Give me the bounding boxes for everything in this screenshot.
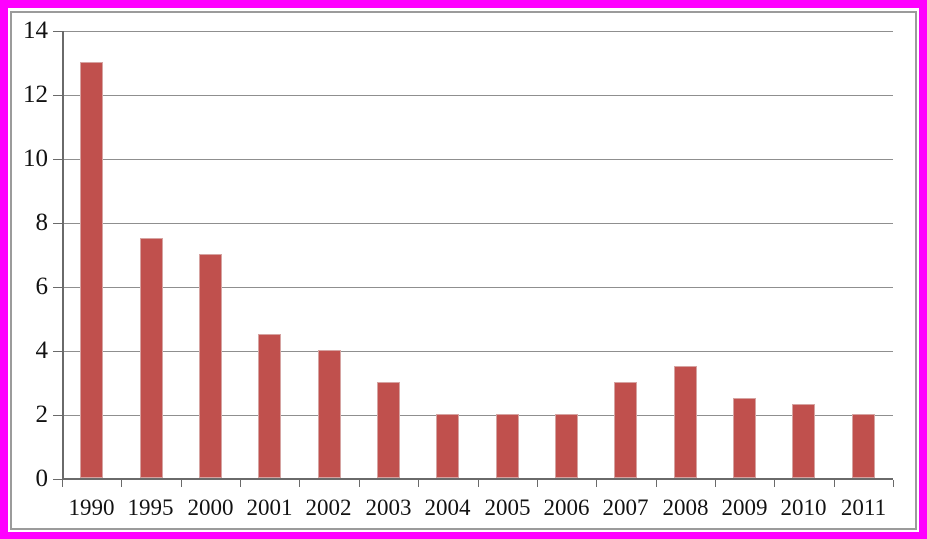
y-tick-label-12: 12 — [23, 81, 48, 108]
x-axis-tick-14 — [893, 480, 894, 487]
x-axis-tick-9 — [596, 480, 597, 487]
y-tick-label-14: 14 — [23, 17, 48, 44]
gridline-14 — [62, 31, 893, 32]
x-tick-label-2004: 2004 — [424, 495, 471, 520]
bar-2008 — [674, 366, 697, 478]
x-tick-label-2011: 2011 — [840, 495, 887, 520]
bar-2006 — [555, 414, 578, 478]
gridline-8 — [62, 223, 893, 224]
x-tick-label-2010: 2010 — [780, 495, 827, 520]
x-tick-label-2000: 2000 — [187, 495, 234, 520]
y-axis-line — [62, 31, 64, 480]
y-axis-tick-2 — [53, 415, 62, 416]
x-tick-label-2005: 2005 — [484, 495, 531, 520]
bar-2005 — [496, 414, 519, 478]
x-tick-label-2002: 2002 — [305, 495, 352, 520]
x-tick-label-2008: 2008 — [662, 495, 709, 520]
bar-2001 — [258, 334, 281, 478]
y-tick-label-2: 2 — [35, 401, 49, 428]
x-tick-label-2001: 2001 — [246, 495, 293, 520]
x-axis-tick-13 — [834, 480, 835, 487]
bar-1995 — [140, 238, 163, 478]
x-axis-tick-4 — [299, 480, 300, 487]
x-tick-label-2006: 2006 — [543, 495, 590, 520]
x-axis-tick-11 — [715, 480, 716, 487]
gridline-12 — [62, 95, 893, 96]
x-axis-tick-3 — [240, 480, 241, 487]
y-tick-label-8: 8 — [35, 209, 49, 236]
x-axis-tick-0 — [62, 480, 63, 487]
x-tick-label-2003: 2003 — [365, 495, 412, 520]
bar-2003 — [377, 382, 400, 478]
x-axis-tick-5 — [359, 480, 360, 487]
x-axis-tick-10 — [656, 480, 657, 487]
x-axis-tick-6 — [418, 480, 419, 487]
y-axis-tick-10 — [53, 159, 62, 160]
y-axis-tick-14 — [53, 31, 62, 32]
x-axis-line — [62, 478, 893, 480]
x-axis-tick-12 — [774, 480, 775, 487]
x-tick-label-1990: 1990 — [68, 495, 115, 520]
y-tick-label-6: 6 — [35, 273, 49, 300]
gridline-2 — [62, 415, 893, 416]
y-axis-tick-6 — [53, 287, 62, 288]
y-axis-tick-0 — [53, 479, 62, 480]
x-axis-tick-1 — [121, 480, 122, 487]
x-axis-tick-7 — [478, 480, 479, 487]
bar-2000 — [199, 254, 222, 478]
bar-1990 — [80, 62, 103, 478]
gridline-10 — [62, 159, 893, 160]
gridline-6 — [62, 287, 893, 288]
y-axis-tick-12 — [53, 95, 62, 96]
bar-2002 — [318, 350, 341, 478]
bar-2011 — [852, 414, 875, 478]
bar-2010 — [792, 404, 815, 478]
bar-2007 — [614, 382, 637, 478]
gridline-4 — [62, 351, 893, 352]
y-axis-tick-8 — [53, 223, 62, 224]
y-tick-label-10: 10 — [23, 145, 48, 172]
y-axis-tick-4 — [53, 351, 62, 352]
y-tick-label-4: 4 — [35, 337, 49, 364]
y-tick-label-0: 0 — [35, 465, 49, 492]
x-tick-label-2007: 2007 — [602, 495, 649, 520]
x-tick-label-1995: 1995 — [127, 495, 174, 520]
x-axis-tick-2 — [181, 480, 182, 487]
x-axis-tick-8 — [537, 480, 538, 487]
bar-2009 — [733, 398, 756, 478]
x-tick-label-2009: 2009 — [721, 495, 768, 520]
bar-2004 — [436, 414, 459, 478]
